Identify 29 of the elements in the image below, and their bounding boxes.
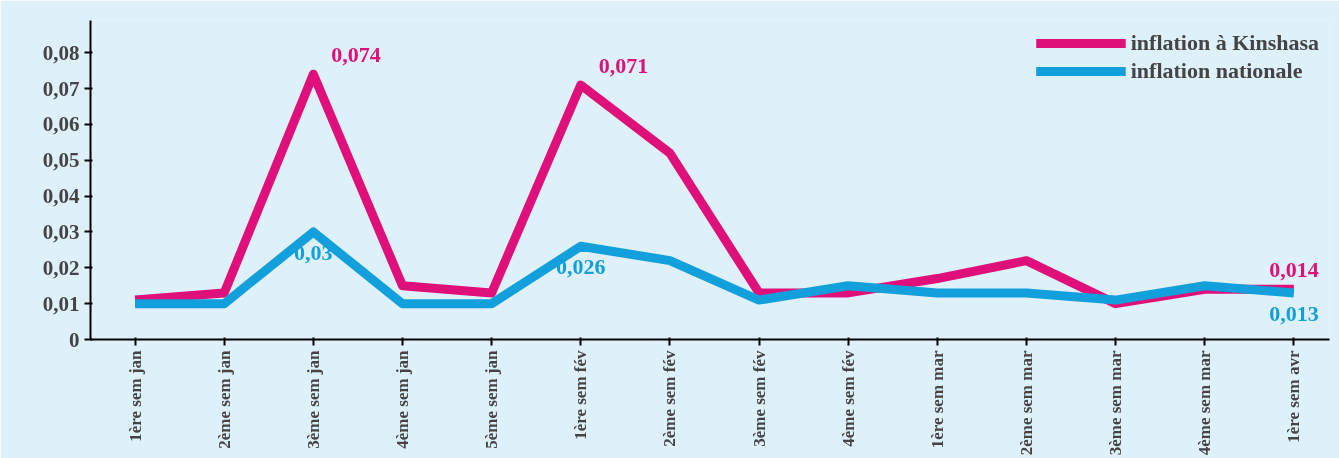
x-tick-label: 4ème sem jan	[392, 349, 412, 449]
x-tick-label: 2ème sem fév	[660, 350, 680, 447]
y-tick-label: 0,08	[42, 40, 80, 65]
x-tick-label: 1ère sem avr	[1284, 350, 1304, 443]
x-tick-label: 3ème sem mar	[1106, 350, 1126, 456]
y-tick-label: 0	[69, 327, 80, 352]
x-tick-label: 3ème sem jan	[303, 349, 323, 449]
x-tick-label: 4ème sem mar	[1195, 350, 1215, 456]
x-tick-label: 1ère sem fév	[571, 350, 591, 440]
y-tick-label: 0,02	[42, 255, 80, 280]
y-tick-label: 0,01	[42, 291, 80, 316]
y-tick-label: 0,06	[42, 112, 80, 137]
legend-label: inflation nationale	[1130, 58, 1303, 84]
data-label: 0,013	[1269, 300, 1319, 326]
x-tick-label: 5ème sem jan	[482, 349, 502, 449]
data-label: 0,074	[331, 42, 381, 68]
legend-label: inflation à Kinshasa	[1130, 30, 1319, 56]
data-label: 0,071	[598, 53, 649, 79]
x-tick-label: 2ème sem mar	[1016, 350, 1036, 456]
y-tick-label: 0,05	[42, 148, 80, 173]
x-tick-label: 2ème sem jan	[214, 349, 234, 449]
y-tick-label: 0,04	[42, 184, 80, 209]
data-label: 0,014	[1269, 257, 1319, 283]
y-tick-label: 0,03	[42, 219, 80, 244]
x-tick-label: 3ème sem fév	[749, 350, 769, 447]
x-tick-label: 1ère sem jan	[125, 349, 145, 442]
x-tick-label: 4ème sem fév	[838, 350, 858, 447]
x-tick-label: 1ère sem mar	[927, 350, 947, 449]
y-tick-label: 0,07	[42, 76, 80, 101]
